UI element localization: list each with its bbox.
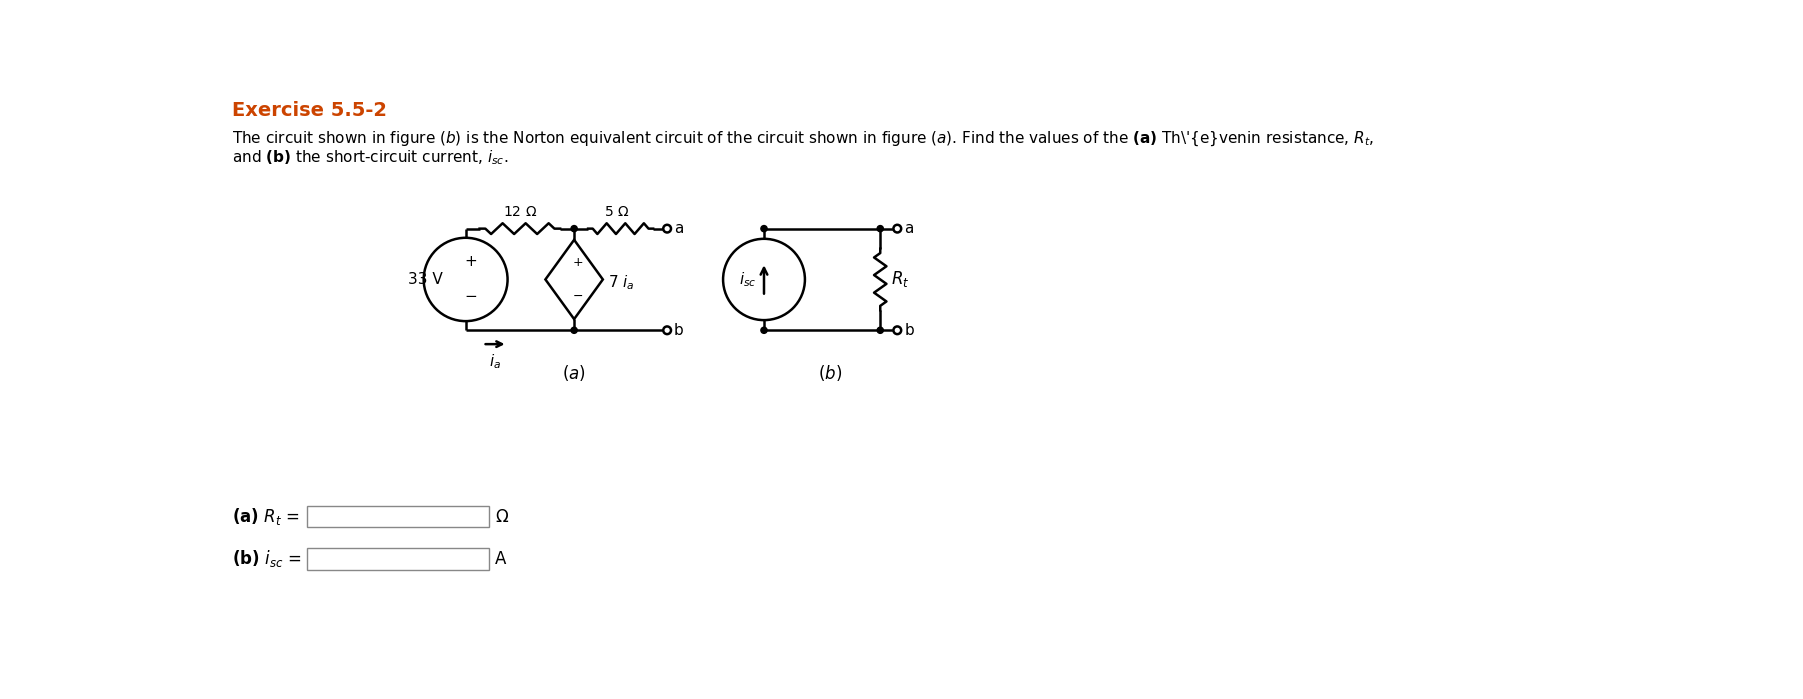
Text: +: + [573, 257, 584, 269]
Circle shape [894, 225, 902, 233]
Circle shape [876, 327, 883, 333]
Circle shape [761, 327, 766, 333]
Text: $7\ i_a$: $7\ i_a$ [608, 273, 635, 292]
FancyBboxPatch shape [307, 506, 489, 528]
Circle shape [761, 226, 766, 232]
Text: −: − [573, 289, 582, 303]
Text: a: a [905, 221, 914, 236]
Text: −: − [463, 289, 476, 305]
Text: $i_a$: $i_a$ [489, 352, 501, 370]
Text: $\mathbf{(b)}$ $i_{sc}$ =: $\mathbf{(b)}$ $i_{sc}$ = [231, 549, 301, 570]
Text: $(b)$: $(b)$ [819, 363, 842, 382]
Text: $R_t$: $R_t$ [891, 269, 909, 289]
Text: Exercise 5.5-2: Exercise 5.5-2 [231, 101, 386, 120]
Text: 5 $\Omega$: 5 $\Omega$ [604, 206, 629, 219]
Circle shape [876, 226, 883, 232]
Text: The circuit shown in figure ($b$) is the Norton equivalent circuit of the circui: The circuit shown in figure ($b$) is the… [231, 130, 1374, 148]
Circle shape [424, 238, 508, 321]
FancyBboxPatch shape [307, 548, 489, 570]
Polygon shape [545, 240, 602, 319]
Text: Ω: Ω [496, 507, 508, 526]
Text: 12 $\Omega$: 12 $\Omega$ [503, 206, 537, 219]
Text: A: A [496, 550, 507, 568]
Circle shape [894, 326, 902, 334]
Text: 33 V: 33 V [407, 272, 442, 287]
Text: b: b [905, 323, 914, 338]
Text: $(a)$: $(a)$ [563, 363, 586, 382]
Text: b: b [674, 323, 683, 338]
Circle shape [723, 239, 804, 320]
Circle shape [572, 226, 577, 232]
Circle shape [572, 327, 577, 333]
Text: $\mathbf{(a)}$ $R_t$ =: $\mathbf{(a)}$ $R_t$ = [231, 506, 299, 527]
Text: a: a [674, 221, 683, 236]
Text: $i_{sc}$: $i_{sc}$ [739, 270, 755, 289]
Text: and $\mathbf{(b)}$ the short-circuit current, $i_{sc}$.: and $\mathbf{(b)}$ the short-circuit cur… [231, 149, 508, 167]
Text: +: + [463, 254, 476, 269]
Circle shape [664, 326, 671, 334]
Circle shape [664, 225, 671, 233]
